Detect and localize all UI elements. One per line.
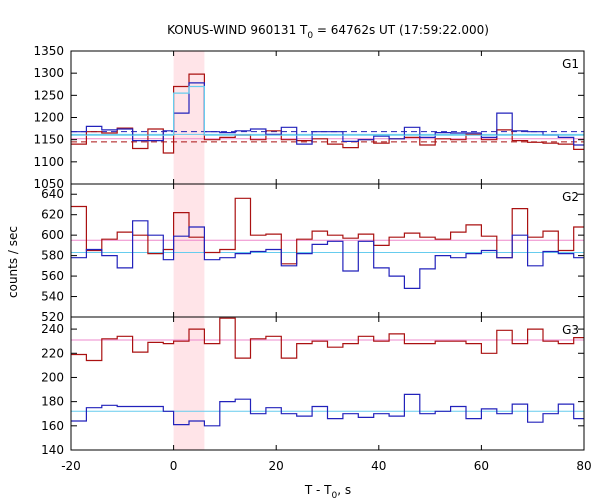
y-tick-label: 1200 [33,111,64,125]
x-tick-label: 60 [474,459,489,473]
series-line-blue [71,220,584,289]
y-tick-label: 540 [41,290,64,304]
chart-title: KONUS-WIND 960131 T0 = 64762s UT (17:59:… [167,23,489,41]
panel-label: G3 [562,323,579,337]
y-tick-label: 1350 [33,44,64,58]
panel-label: G1 [562,57,579,71]
series-line-blue [71,393,584,427]
y-tick-label: 560 [41,269,64,283]
x-tick-label: 0 [170,459,178,473]
y-tick-label: 200 [41,370,64,384]
y-tick-label: 620 [41,208,64,222]
series-line-cyan [71,85,584,136]
y-tick-label: 580 [41,249,64,263]
y-tick-label: 1050 [33,177,64,191]
x-axis-label: T - T0, s [304,483,351,500]
panel-frame [70,50,585,185]
y-tick-label: 520 [41,310,64,324]
y-tick-label: 1150 [33,133,64,147]
y-tick-label: 140 [41,443,64,457]
panel-g2: 520 540 560 580 600 620 640 G2 [41,183,585,324]
series-line-blue [71,82,584,146]
panel-g3: 140 160 180 200 220 240 G3 [41,316,585,457]
y-tick-label: 1250 [33,88,64,102]
y-tick-label: 160 [41,419,64,433]
y-tick-label: 1100 [33,155,64,169]
x-tick-label: 20 [269,459,284,473]
y-tick-label: 640 [41,187,64,201]
panel-frame [70,316,585,451]
x-tick-label: 80 [576,459,591,473]
highlight-interval [173,51,205,450]
x-tick-label: 40 [371,459,386,473]
y-tick-label: 220 [41,346,64,360]
y-tick-label: 600 [41,228,64,242]
panel-g1: 1050 1100 1150 1200 1250 1300 1350 G1 [33,44,585,191]
y-tick-label: 1300 [33,66,64,80]
panel-label: G2 [562,190,579,204]
y-tick-label: 240 [41,322,64,336]
plot-area: 1050110011501200125013001350G15205405605… [33,44,591,473]
y-tick-label: 180 [41,395,64,409]
y-axis-label: counts / sec [6,226,20,298]
x-tick-label: -20 [61,459,81,473]
series-line-red [71,317,584,362]
